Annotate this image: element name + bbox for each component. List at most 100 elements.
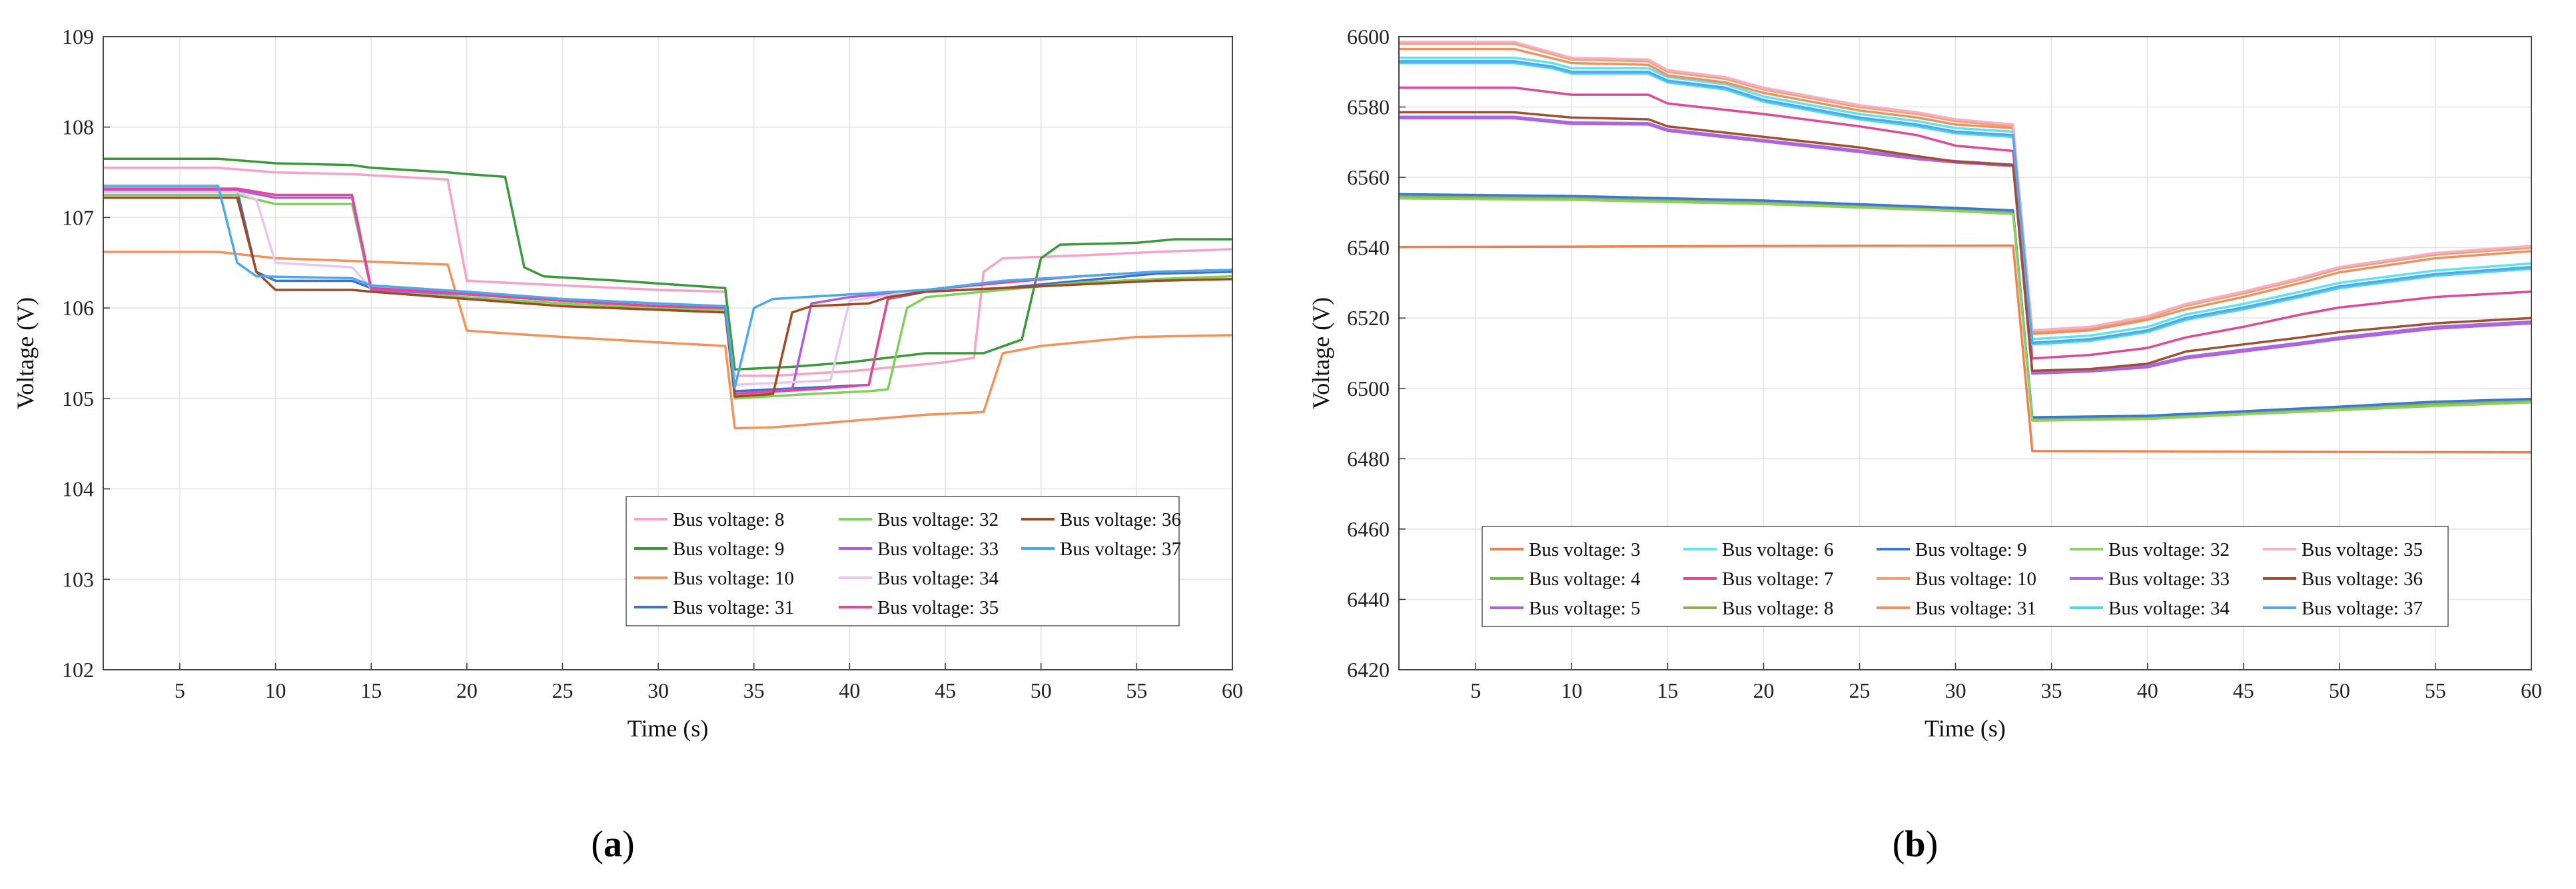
y-tick-label: 109	[62, 25, 94, 49]
x-axis-label: Time (s)	[1925, 715, 2006, 742]
series-line	[1399, 86, 2532, 360]
legend-box	[626, 496, 1180, 626]
y-tick-label: 6540	[1347, 236, 1390, 260]
x-tick-label: 35	[2041, 678, 2062, 702]
series-line	[1399, 61, 2532, 346]
legend-label: Bus voltage: 31	[1915, 598, 2036, 619]
legend-label: Bus voltage: 35	[877, 597, 999, 618]
caption-paren-close: )	[622, 824, 635, 865]
legend-label: Bus voltage: 33	[2108, 568, 2230, 590]
series-line	[1399, 41, 2532, 332]
x-tick-label: 10	[265, 678, 286, 702]
series-line	[103, 157, 1232, 371]
legend-label: Bus voltage: 31	[673, 597, 794, 618]
x-tick-label: 60	[1222, 678, 1243, 702]
legend-label: Bus voltage: 5	[1529, 598, 1641, 619]
y-tick-label: 102	[62, 658, 94, 682]
y-tick-label: 6440	[1347, 587, 1390, 611]
series-line	[1399, 42, 2532, 334]
x-tick-label: 20	[1753, 678, 1774, 702]
legend-label: Bus voltage: 36	[1060, 509, 1181, 530]
axes-frame	[103, 36, 1233, 670]
x-tick-label: 50	[2329, 678, 2350, 702]
x-tick-label: 30	[1945, 678, 1966, 702]
x-tick-label: 25	[552, 678, 573, 702]
series-line	[1398, 197, 2532, 423]
legend-label: Bus voltage: 34	[877, 568, 999, 589]
series-line	[1399, 56, 2532, 341]
x-tick-label: 40	[2137, 678, 2158, 702]
series-line	[1398, 244, 2532, 454]
y-tick-label: 104	[62, 477, 94, 501]
caption-letter: b	[1905, 824, 1925, 865]
y-tick-label: 6460	[1347, 517, 1390, 541]
caption-paren-open: (	[1893, 824, 1905, 865]
legend-label: Bus voltage: 32	[2108, 539, 2230, 560]
series-line	[103, 185, 1233, 389]
y-tick-label: 107	[62, 205, 94, 229]
legend-label: Bus voltage: 8	[1722, 598, 1834, 619]
series-line	[103, 251, 1233, 430]
y-tick-label: 108	[62, 115, 94, 139]
y-tick-label: 103	[62, 567, 94, 591]
series-line	[1399, 111, 2532, 373]
x-tick-label: 45	[935, 678, 956, 702]
x-tick-label: 30	[647, 678, 669, 702]
legend-label: Bus voltage: 9	[1915, 539, 2027, 560]
y-axis-label: Voltage (V)	[12, 297, 39, 409]
x-tick-label: 60	[2521, 678, 2542, 702]
x-tick-label: 40	[839, 678, 860, 702]
legend-label: Bus voltage: 10	[673, 568, 794, 589]
series-line	[1399, 47, 2532, 335]
legend: Bus voltage: 3 Bus voltage: 4 Bus voltage:…	[1482, 526, 2449, 627]
y-tick-label: 106	[62, 296, 94, 320]
legend-label: Bus voltage: 36	[2302, 568, 2423, 590]
x-tick-label: 50	[1031, 678, 1052, 702]
legend-label: Bus voltage: 32	[877, 509, 999, 530]
legend-label: Bus voltage: 9	[673, 538, 785, 560]
x-tick-label: 5	[1470, 678, 1481, 702]
series-line	[1399, 60, 2532, 344]
panel-caption-b: (b)	[1893, 824, 1938, 865]
legend-label: Bus voltage: 6	[1722, 539, 1834, 560]
chart-panel-b: 5 10 15 20 25 30 35 40 45 50 55 60 6420 6440 6460 6480 6…	[1308, 25, 2542, 742]
legend-label: Bus voltage: 34	[2108, 598, 2230, 619]
legend-box	[1482, 526, 2449, 627]
x-axis-label: Time (s)	[628, 715, 709, 742]
y-tick-label: 6560	[1347, 165, 1390, 189]
y-tick-label: 6600	[1347, 25, 1390, 49]
x-tick-label: 55	[1126, 678, 1147, 702]
y-tick-label: 6580	[1347, 95, 1390, 119]
x-tick-label: 35	[743, 678, 765, 702]
y-tick-label: 105	[62, 387, 94, 411]
y-tick-label: 6480	[1347, 446, 1390, 470]
chart-panel-a: 5 10 15 20 25 30 35 40 45 50 55 60 102 103 104 105 106 10…	[12, 25, 1243, 742]
x-tick-label: 45	[2233, 678, 2254, 702]
legend-label: Bus voltage: 10	[1915, 568, 2036, 590]
x-tick-label: 20	[456, 678, 478, 702]
x-tick-label: 15	[1657, 678, 1678, 702]
y-tick-label: 6500	[1347, 377, 1390, 401]
x-tick-label: 25	[1849, 678, 1871, 702]
x-tick-label: 15	[360, 678, 382, 702]
caption-paren-open: (	[591, 824, 604, 865]
legend-label: Bus voltage: 35	[2302, 539, 2423, 560]
legend-label: Bus voltage: 7	[1722, 568, 1834, 590]
series-line	[103, 193, 1233, 400]
legend: Bus voltage: 8 Bus voltage: 9 Bus voltage:…	[626, 496, 1181, 626]
legend-label: Bus voltage: 8	[673, 509, 785, 530]
panel-caption-a: (a)	[591, 824, 634, 865]
x-tick-label: 10	[1561, 678, 1582, 702]
caption-paren-close: )	[1926, 824, 1938, 865]
legend-label: Bus voltage: 37	[1060, 538, 1181, 560]
series-line	[103, 196, 1233, 398]
x-tick-label: 5	[175, 678, 185, 702]
legend-label: Bus voltage: 4	[1529, 568, 1641, 590]
y-axis-label: Voltage (V)	[1308, 297, 1334, 409]
axes-frame	[1398, 36, 2532, 670]
caption-letter: a	[604, 824, 622, 865]
legend-label: Bus voltage: 33	[877, 538, 999, 560]
y-tick-label: 6420	[1347, 658, 1390, 682]
x-tick-label: 55	[2425, 678, 2446, 702]
